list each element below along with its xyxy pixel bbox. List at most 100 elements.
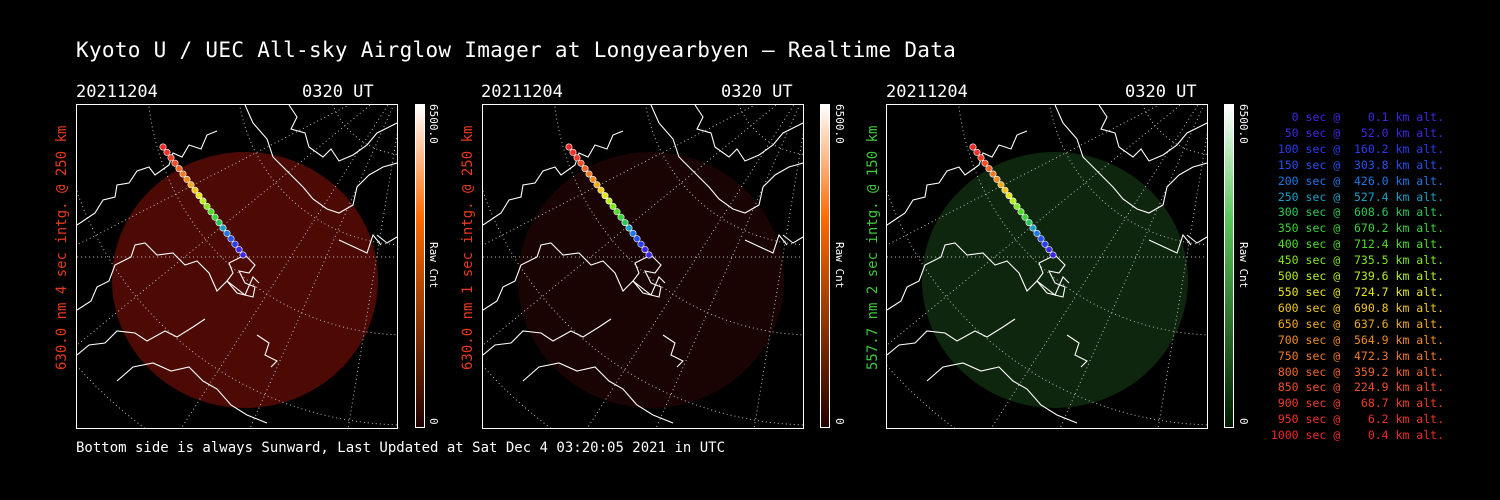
legend-item: 200 sec @ 426.0 km alt. [1270,173,1444,188]
trajectory-point [977,154,985,162]
panel-2-colorbar [820,104,830,428]
trajectory-point [637,240,645,248]
trajectory-point [617,213,625,221]
trajectory-point [199,197,207,205]
trajectory-point [597,186,605,194]
trajectory-point [1025,219,1033,227]
legend-item: 150 sec @ 303.8 km alt. [1270,157,1444,172]
trajectory-point [203,202,211,210]
legend-item: 350 sec @ 670.2 km alt. [1270,221,1444,236]
trajectory-point [609,202,617,210]
panel-1-colorbar [415,104,425,428]
trajectory-point [1013,202,1021,210]
panel-2-date: 20211204 [481,82,563,102]
panel-3-sky-image [886,104,1208,429]
trajectory-point [621,219,629,227]
legend-item: 550 sec @ 724.7 km alt. [1270,284,1444,299]
trajectory-point [239,251,247,259]
trajectory-point [641,246,649,254]
trajectory-point [167,154,175,162]
trajectory-point [1033,229,1041,237]
trajectory-point [629,229,637,237]
legend-item: 50 sec @ 52.0 km alt. [1270,125,1444,140]
trajectory-point [1001,186,1009,194]
trajectory-point [231,240,239,248]
panel-1-colorbar-label: Raw Cnt [427,242,440,289]
panel-3-colorbar-min: 0 [1237,418,1250,425]
trajectory-point [195,192,203,200]
trajectory-point [605,197,613,205]
legend-item: 750 sec @ 472.3 km alt. [1270,348,1444,363]
panel-2-colorbar-min: 0 [833,418,846,425]
trajectory-point [625,224,633,232]
legend-item: 0 sec @ 0.1 km alt. [1270,110,1444,124]
legend-item: 100 sec @ 160.2 km alt. [1270,141,1444,156]
airglow-disc [922,152,1188,408]
panel-3-colorbar-max: 6500.0 [1237,104,1250,144]
trajectory-point [171,159,179,167]
legend-item: 300 sec @ 608.6 km alt. [1270,205,1444,220]
coastline-map [887,105,1207,424]
trajectory-point [581,165,589,173]
trajectory-point [1045,246,1053,254]
trajectory-point [589,175,597,183]
trajectory-point [973,148,981,156]
panel-1-date: 20211204 [76,82,158,102]
trajectory-point [183,175,191,183]
panel-2-colorbar-label: Raw Cnt [833,242,846,289]
legend-item: 800 sec @ 359.2 km alt. [1270,364,1444,379]
panel-1-time: 0320 UT [302,82,374,102]
panel-3-colorbar-label: Raw Cnt [1237,242,1250,289]
trajectory-point [1041,240,1049,248]
panel-2-sky-image [482,104,804,429]
legend-item: 850 sec @ 224.9 km alt. [1270,380,1444,395]
airglow-disc [112,152,378,408]
trajectory-point [175,165,183,173]
panel-3-time: 0320 UT [1125,82,1197,102]
legend-item: 400 sec @ 712.4 km alt. [1270,237,1444,252]
trajectory-point [601,192,609,200]
legend-item: 250 sec @ 527.4 km alt. [1270,189,1444,204]
legend-item: 1000 sec @ 0.4 km alt. [1270,428,1444,443]
panel-2-time: 0320 UT [721,82,793,102]
panel-3-colorbar [1224,104,1234,428]
trajectory-point [645,251,653,259]
coastline-map [77,105,397,424]
legend-item: 500 sec @ 739.6 km alt. [1270,269,1444,284]
trajectory-point [187,181,195,189]
altitude-time-legend: 0 sec @ 0.1 km alt. 50 sec @ 52.0 km alt… [1258,110,1444,444]
trajectory-point [613,208,621,216]
trajectory-point [207,208,215,216]
legend-item: 700 sec @ 564.9 km alt. [1270,332,1444,347]
trajectory-point [989,170,997,178]
panel-3-date: 20211204 [886,82,968,102]
trajectory-point [159,143,167,151]
trajectory-point [565,143,573,151]
trajectory-point [993,175,1001,183]
trajectory-point [1029,224,1037,232]
trajectory-point [1005,192,1013,200]
trajectory-point [211,213,219,221]
grid-lines [77,105,397,428]
panel-2-colorbar-max: 6500.0 [833,104,846,144]
footer-status: Bottom side is always Sunward, Last Upda… [76,440,726,456]
trajectory-point [235,246,243,254]
grid-lines [483,105,803,428]
panel-1-colorbar-min: 0 [427,418,440,425]
trajectory-point [227,235,235,243]
trajectory-point [573,154,581,162]
trajectory-point [969,143,977,151]
trajectory-point [1021,213,1029,221]
trajectory-point [981,159,989,167]
trajectory-point [1037,235,1045,243]
trajectory-point [163,148,171,156]
trajectory-point [585,170,593,178]
legend-item: 600 sec @ 690.8 km alt. [1270,300,1444,315]
grid-lines [887,105,1207,428]
page-title: Kyoto U / UEC All-sky Airglow Imager at … [76,38,957,62]
panel-1-wavelength-label: 630.0 nm 4 sec intg. @ 250 km [54,125,70,370]
trajectory-point [223,229,231,237]
trajectory-point [1049,251,1057,259]
panel-2-wavelength-label: 630.0 nm 1 sec intg. @ 250 km [460,125,476,370]
trajectory-point [179,170,187,178]
